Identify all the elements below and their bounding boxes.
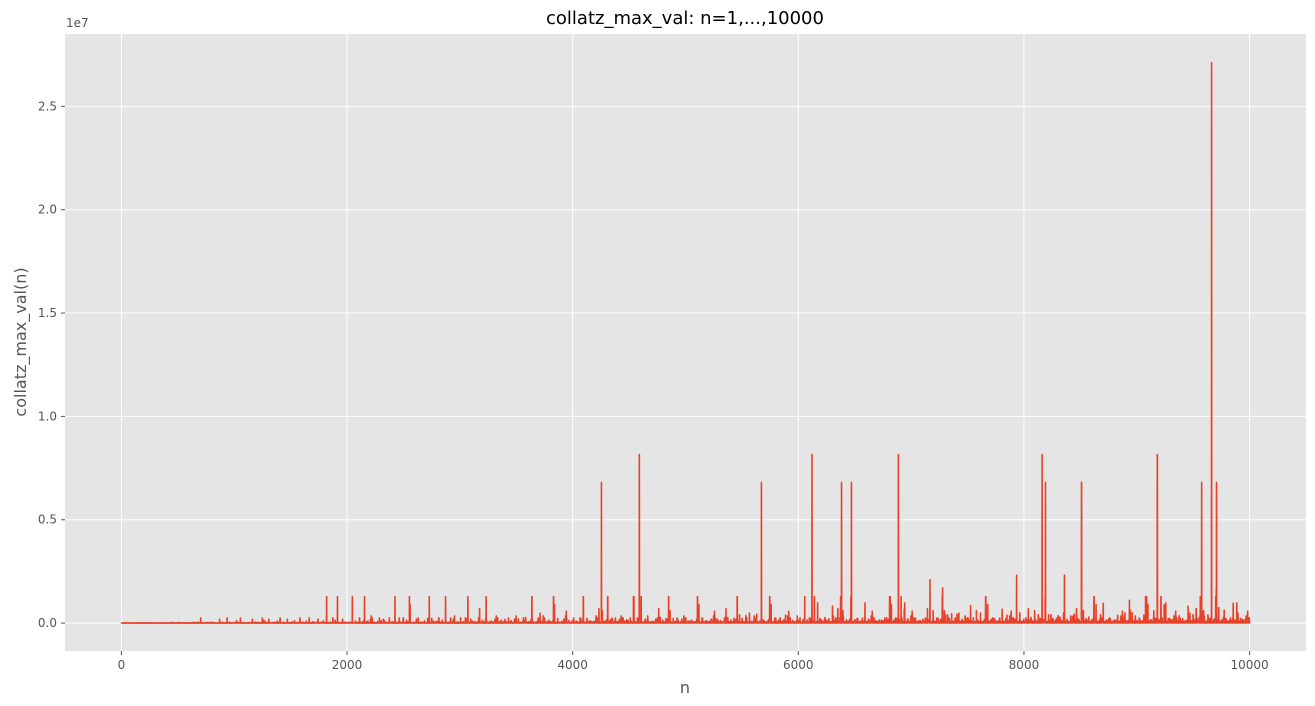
series-line-collatz-max-val [120, 61, 1251, 624]
x-axis-label: n [680, 678, 690, 697]
y-offset-label: 1e7 [66, 16, 89, 30]
y-tick-label: 2.0 [38, 203, 57, 217]
y-axis: 0.0 0.5 1.0 1.5 2.0 2.5 [38, 99, 65, 630]
y-tick-label: 0.0 [38, 616, 57, 630]
y-axis-label: collatz_max_val(n) [11, 267, 31, 416]
y-tick-label: 1.5 [38, 306, 57, 320]
x-tick-label: 4000 [557, 658, 588, 672]
y-tick-label: 1.0 [38, 409, 57, 423]
x-tick-label: 10000 [1230, 658, 1268, 672]
plot-background [65, 34, 1306, 651]
x-tick-label: 6000 [783, 658, 814, 672]
y-tick-label: 0.5 [38, 513, 57, 527]
x-axis: 0 2000 4000 6000 8000 10000 [118, 651, 1269, 672]
x-tick-label: 8000 [1009, 658, 1040, 672]
x-tick-label: 2000 [332, 658, 363, 672]
x-tick-label: 0 [118, 658, 126, 672]
series-layer [120, 61, 1251, 624]
chart-title: collatz_max_val: n=1,...,10000 [546, 8, 824, 29]
y-tick-label: 2.5 [38, 99, 57, 113]
